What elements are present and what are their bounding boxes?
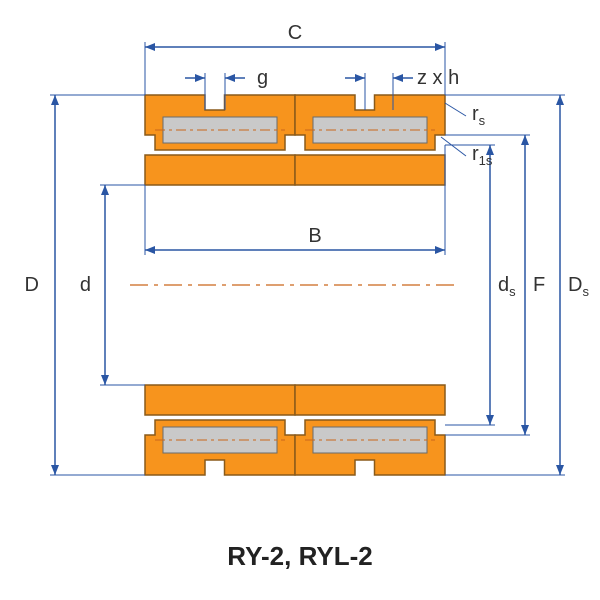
dim-label: F bbox=[533, 274, 545, 296]
dim-label: Ds bbox=[568, 274, 589, 299]
dim-label: g bbox=[257, 67, 268, 89]
dim-label: B bbox=[308, 225, 321, 247]
dim-label: d bbox=[80, 274, 91, 296]
dim-label: rs bbox=[472, 103, 486, 128]
diagram-title: RY-2, RYL-2 bbox=[227, 541, 372, 571]
dim-label: D bbox=[25, 274, 39, 296]
dim-label: ds bbox=[498, 274, 516, 299]
bearing-diagram: Cgz x hBDddsFDsrsr1sRY-2, RYL-2 bbox=[0, 0, 600, 600]
dim-label: z x h bbox=[417, 67, 459, 89]
dim-label: C bbox=[288, 22, 302, 44]
